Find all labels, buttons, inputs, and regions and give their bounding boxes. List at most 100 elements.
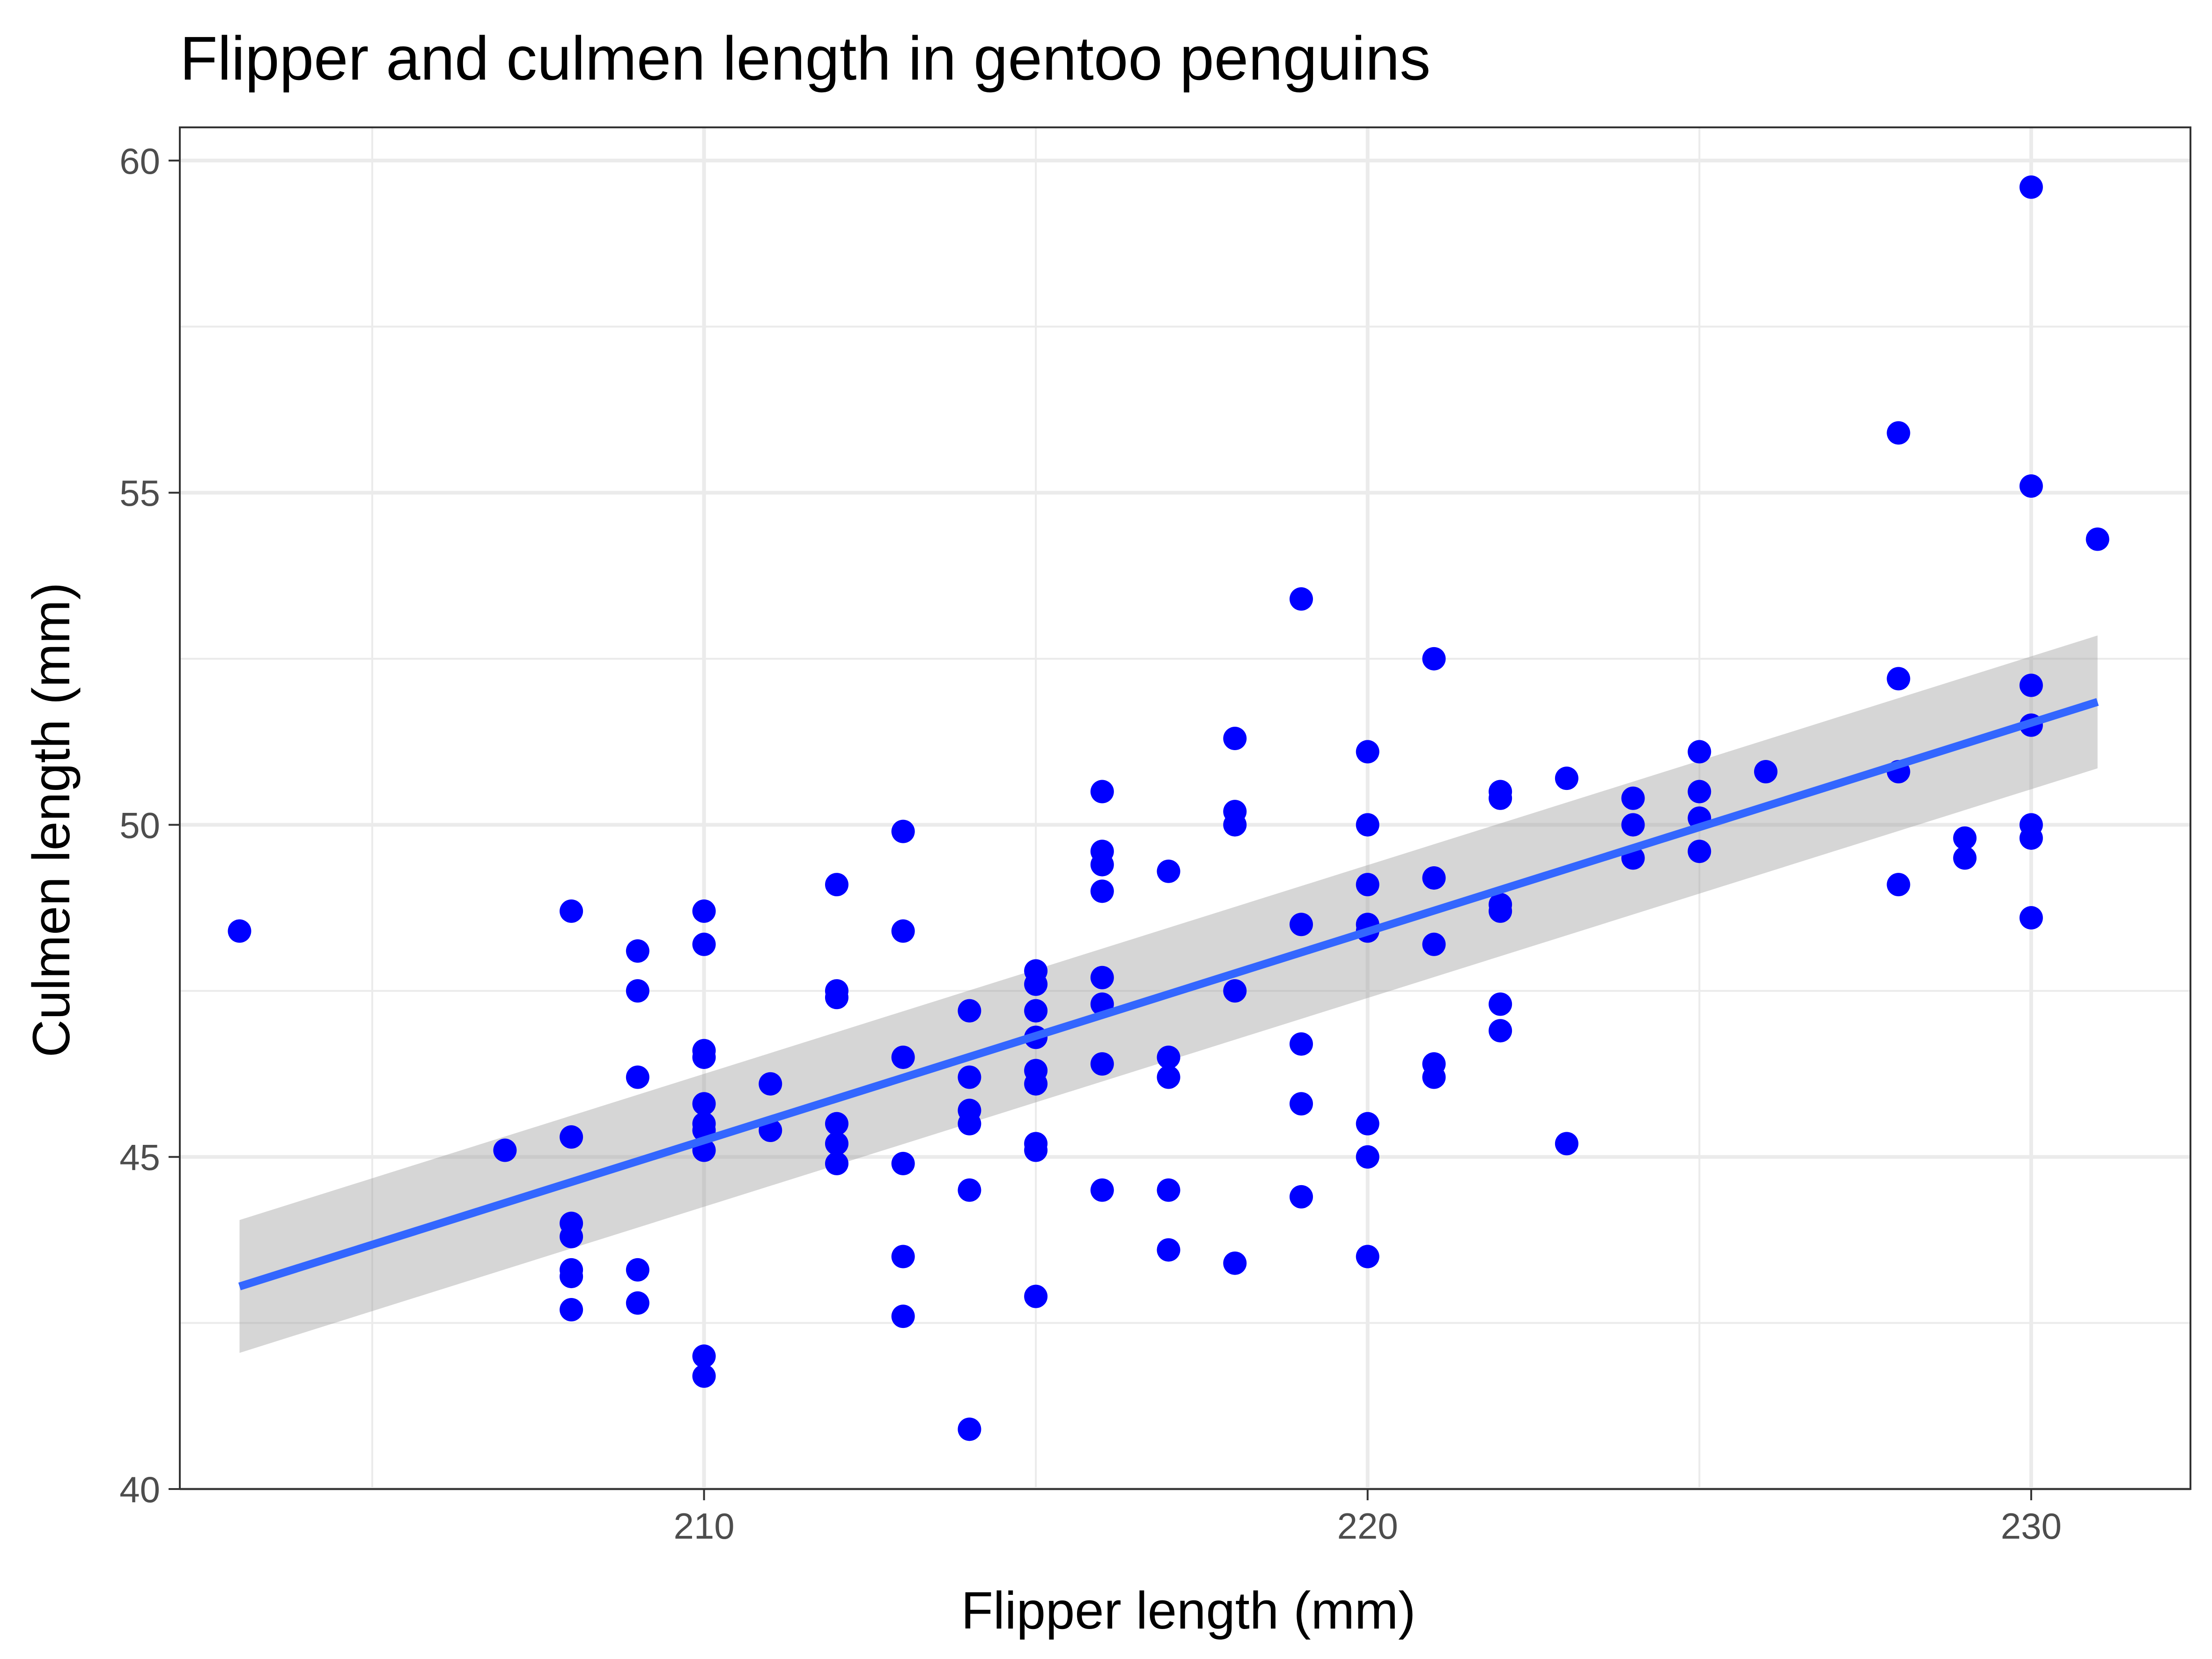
data-point [825, 1112, 848, 1135]
data-point [560, 1224, 583, 1248]
data-point [1688, 740, 1711, 764]
x-tick-label: 220 [1337, 1505, 1398, 1547]
y-axis-title: Culmen length (mm) [22, 582, 81, 1058]
data-point [560, 1265, 583, 1289]
data-point [692, 1364, 716, 1388]
data-point [1290, 587, 1313, 611]
data-point [1356, 1245, 1379, 1268]
data-point [958, 1065, 981, 1089]
data-point [1356, 740, 1379, 764]
data-point [825, 986, 848, 1010]
data-point [493, 1138, 517, 1162]
data-point [1090, 853, 1114, 877]
data-point [1024, 1072, 1048, 1096]
data-point [2019, 673, 2043, 697]
data-point [1953, 826, 1977, 850]
data-point [2019, 474, 2043, 498]
data-point [891, 1151, 915, 1175]
y-tick-label: 45 [119, 1137, 160, 1178]
data-point [1223, 813, 1247, 837]
data-point [1621, 813, 1645, 837]
data-point [1090, 879, 1114, 903]
data-point [692, 899, 716, 923]
data-point [1157, 1178, 1180, 1202]
data-point [1090, 780, 1114, 804]
data-point [1356, 1112, 1379, 1135]
data-point [560, 1125, 583, 1149]
data-point [1422, 932, 1446, 956]
data-point [891, 819, 915, 843]
data-point [1422, 1065, 1446, 1089]
data-point [1090, 1178, 1114, 1202]
data-point [891, 1045, 915, 1069]
data-point [1356, 1145, 1379, 1169]
data-point [1024, 999, 1048, 1023]
data-point [1024, 972, 1048, 996]
data-point [1090, 1052, 1114, 1076]
data-point [1290, 1092, 1313, 1116]
data-point [891, 1305, 915, 1328]
x-tick-label: 230 [2001, 1505, 2062, 1547]
data-point [1157, 1045, 1180, 1069]
data-point [1555, 767, 1578, 790]
y-tick-label: 60 [119, 140, 160, 182]
data-point [2019, 906, 2043, 930]
data-point [2019, 826, 2043, 850]
data-point [1754, 759, 1778, 783]
data-point [891, 1245, 915, 1268]
data-point [1489, 1019, 1512, 1043]
data-point [560, 899, 583, 923]
plot-panel [180, 127, 2190, 1489]
data-point [1422, 866, 1446, 890]
data-point [1887, 667, 1910, 691]
fit-line [238, 698, 2099, 1290]
data-point [1157, 1238, 1180, 1262]
data-point [560, 1298, 583, 1321]
data-point [958, 999, 981, 1023]
data-point [1489, 899, 1512, 923]
data-point [1489, 992, 1512, 1016]
data-point [1157, 1065, 1180, 1089]
data-point [626, 1258, 649, 1282]
data-point [1290, 1032, 1313, 1056]
data-point [1489, 786, 1512, 810]
fit-line-layer [238, 698, 2099, 1290]
data-point [626, 979, 649, 1003]
data-point [626, 1065, 649, 1089]
data-point [1356, 873, 1379, 897]
data-point [1290, 1185, 1313, 1209]
data-point [1422, 647, 1446, 671]
data-point [1356, 813, 1379, 837]
data-point [958, 1178, 981, 1202]
data-point [891, 919, 915, 943]
y-tick-label: 50 [119, 804, 160, 846]
data-point [1024, 1138, 1048, 1162]
y-tick-label: 40 [119, 1469, 160, 1510]
data-point [1090, 966, 1114, 989]
data-point [759, 1072, 782, 1096]
data-point [692, 1344, 716, 1368]
y-axis: 40 45 50 55 60 [119, 140, 180, 1510]
data-point [1290, 913, 1313, 936]
data-point [825, 873, 848, 897]
panel-background [180, 127, 2190, 1489]
data-point [1223, 727, 1247, 751]
data-point [958, 1112, 981, 1135]
data-point [1223, 979, 1247, 1003]
panel-border [179, 126, 2191, 1490]
data-point [2019, 175, 2043, 199]
y-tick-label: 55 [119, 472, 160, 514]
chart-title: Flipper and culmen length in gentoo peng… [180, 24, 1430, 93]
data-point [825, 1151, 848, 1175]
data-point [1887, 421, 1910, 445]
data-point [1688, 780, 1711, 804]
data-point [1953, 846, 1977, 870]
data-point [2086, 527, 2109, 551]
x-tick-label: 210 [673, 1505, 734, 1547]
data-point [626, 939, 649, 963]
x-axis: 210 220 230 [673, 1489, 2062, 1547]
data-point [1223, 1251, 1247, 1275]
data-point [692, 932, 716, 956]
data-point [692, 1045, 716, 1069]
